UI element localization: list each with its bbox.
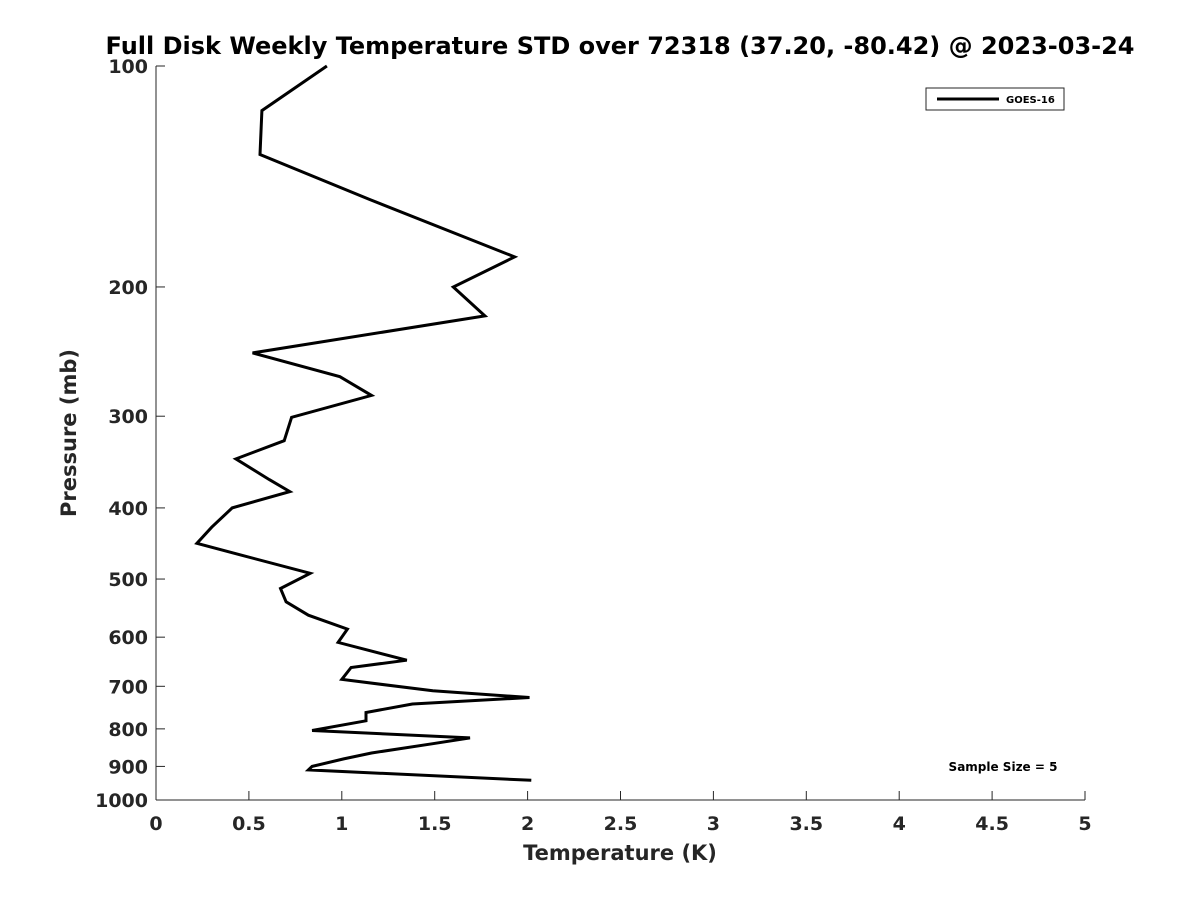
y-tick-label: 400	[108, 498, 148, 520]
x-axis-ticks: 0 0.5 1 1.5 2 2.5 3 3.5 4 4.5 5	[149, 791, 1092, 835]
y-axis-label: Pressure (mb)	[57, 349, 81, 517]
x-tick-label: 2.5	[604, 813, 638, 835]
x-tick-label: 3	[707, 813, 720, 835]
y-tick-label: 500	[108, 569, 148, 591]
x-tick-label: 0	[149, 813, 162, 835]
y-tick-label: 1000	[95, 790, 148, 812]
y-tick-label: 300	[108, 406, 148, 428]
legend-label: GOES-16	[1006, 95, 1055, 106]
x-tick-label: 5	[1078, 813, 1091, 835]
sample-size-annotation: Sample Size = 5	[949, 760, 1058, 774]
legend: GOES-16	[925, 87, 1065, 111]
x-tick-label: 4	[893, 813, 906, 835]
y-tick-label: 900	[108, 756, 148, 778]
y-tick-label: 800	[108, 719, 148, 741]
chart-title: Full Disk Weekly Temperature STD over 72…	[106, 32, 1135, 60]
x-axis-label: Temperature (K)	[523, 841, 717, 865]
y-axis-ticks: 100 200 300 400 500 600 700 800 900 1000	[95, 56, 165, 812]
y-tick-label: 100	[108, 56, 148, 78]
x-tick-label: 2	[521, 813, 534, 835]
series-line-goes-16	[194, 64, 532, 782]
series-layer	[194, 64, 532, 782]
y-tick-label: 600	[108, 627, 148, 649]
y-tick-label: 700	[108, 676, 148, 698]
x-tick-label: 0.5	[232, 813, 266, 835]
y-tick-label: 200	[108, 277, 148, 299]
x-tick-label: 1.5	[418, 813, 452, 835]
x-tick-label: 4.5	[975, 813, 1009, 835]
plot-area	[156, 66, 1085, 800]
x-tick-label: 1	[335, 813, 348, 835]
x-tick-label: 3.5	[789, 813, 823, 835]
